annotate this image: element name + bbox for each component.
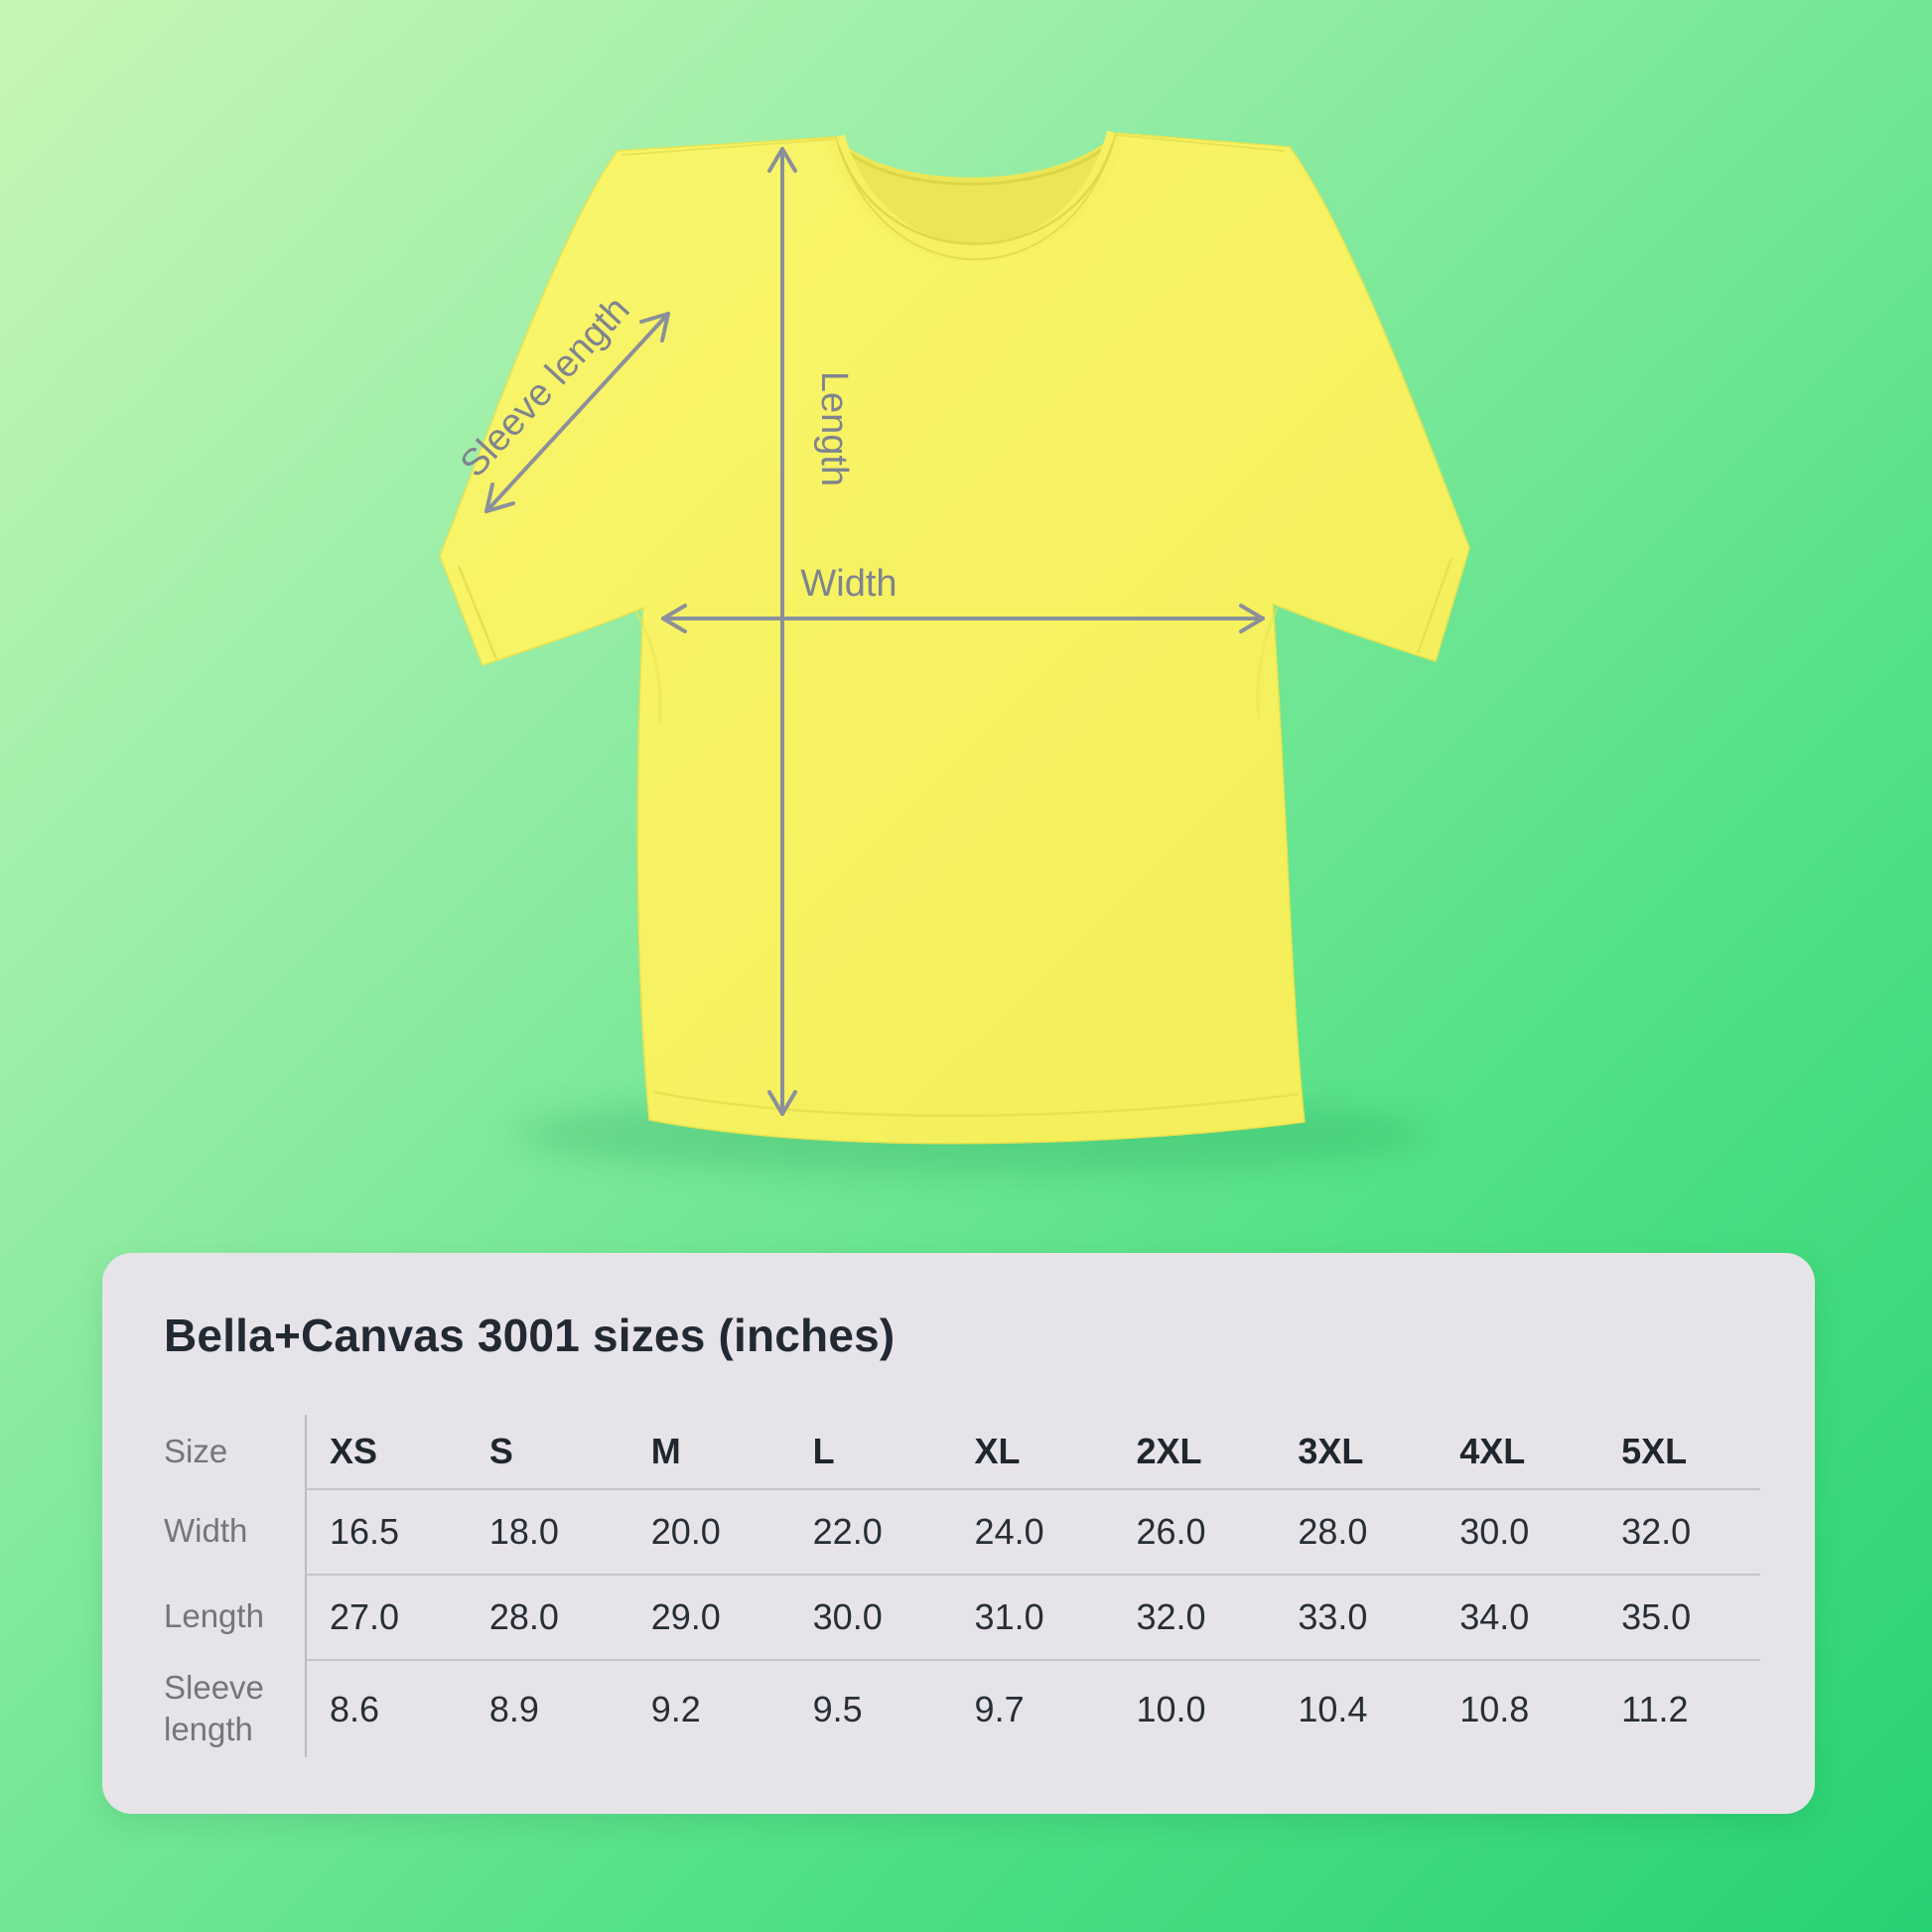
size-chart-title: Bella+Canvas 3001 sizes (inches) — [164, 1310, 896, 1361]
table-cell: 26.0 — [1113, 1488, 1276, 1574]
table-cell: 32.0 — [1598, 1488, 1760, 1574]
row-label-sleeve-length: Sleeve length — [164, 1669, 264, 1747]
size-table-corner-label: Size — [164, 1433, 228, 1470]
armpit-wrinkle-left — [633, 610, 662, 726]
cuff-stitch-right — [1416, 557, 1453, 654]
column-header-xl: XL — [974, 1431, 1021, 1471]
column-header-xs: XS — [305, 1415, 467, 1488]
table-cell: 10.8 — [1437, 1659, 1599, 1757]
table-cell: 20.0 — [627, 1488, 790, 1574]
table-cell: 8.6 — [305, 1659, 467, 1757]
table-cell: 9.5 — [789, 1659, 952, 1757]
collar-outer-edge — [835, 132, 1117, 261]
column-header-m: M — [650, 1431, 681, 1471]
shoulder-seam-right — [1115, 134, 1286, 152]
table-cell: 11.2 — [1598, 1659, 1760, 1757]
width-arrow — [661, 604, 1265, 633]
table-cell: 16.5 — [305, 1488, 467, 1574]
column-header-l: L — [812, 1431, 835, 1471]
length-arrow-label: Length — [813, 371, 855, 486]
table-cell: 35.0 — [1598, 1574, 1760, 1659]
armpit-wrinkle-right — [1256, 607, 1279, 720]
back-collar-seam — [838, 139, 1114, 186]
size-table: Size XS S M L XL 2XL 3XL 4XL 5XL Width 1… — [164, 1415, 1760, 1757]
collar-inner-seam — [837, 142, 1115, 245]
table-cell: 10.0 — [1113, 1659, 1276, 1757]
table-cell: 29.0 — [627, 1574, 790, 1659]
table-cell: 34.0 — [1437, 1574, 1599, 1659]
table-cell: 22.0 — [789, 1488, 952, 1574]
table-cell: 30.0 — [1437, 1488, 1599, 1574]
table-cell: 9.7 — [951, 1659, 1114, 1757]
tshirt-measurement-diagram: Width Length Sleeve length — [439, 130, 1470, 1173]
table-cell: 28.0 — [1275, 1488, 1438, 1574]
table-cell: 28.0 — [466, 1574, 628, 1659]
column-header-3xl: 3XL — [1298, 1431, 1364, 1471]
table-cell: 24.0 — [951, 1488, 1114, 1574]
row-label-length: Length — [164, 1597, 264, 1635]
column-header-s: S — [488, 1431, 513, 1471]
shoulder-seam-left — [621, 138, 837, 156]
column-header-4xl: 4XL — [1459, 1431, 1526, 1471]
tshirt-graphic — [439, 132, 1470, 1145]
table-cell: 27.0 — [305, 1574, 467, 1659]
table-cell: 9.2 — [627, 1659, 790, 1757]
column-header-2xl: 2XL — [1136, 1431, 1202, 1471]
table-cell: 33.0 — [1275, 1574, 1438, 1659]
cuff-stitch-left — [457, 565, 498, 660]
table-cell: 18.0 — [466, 1488, 628, 1574]
hem-stitch — [652, 1090, 1300, 1117]
row-label-width: Width — [164, 1512, 248, 1550]
tshirt-diagram-svg: Width Length Sleeve length — [439, 130, 1470, 1173]
table-cell: 30.0 — [789, 1574, 952, 1659]
length-arrow — [767, 147, 797, 1116]
table-cell: 32.0 — [1113, 1574, 1276, 1659]
width-arrow-label: Width — [800, 563, 897, 605]
size-chart-card: Bella+Canvas 3001 sizes (inches) Size XS… — [102, 1253, 1815, 1814]
sleeve-length-arrow — [484, 312, 670, 513]
table-cell: 31.0 — [951, 1574, 1114, 1659]
table-cell: 10.4 — [1275, 1659, 1438, 1757]
column-header-5xl: 5XL — [1621, 1431, 1688, 1471]
table-cell: 8.9 — [466, 1659, 628, 1757]
